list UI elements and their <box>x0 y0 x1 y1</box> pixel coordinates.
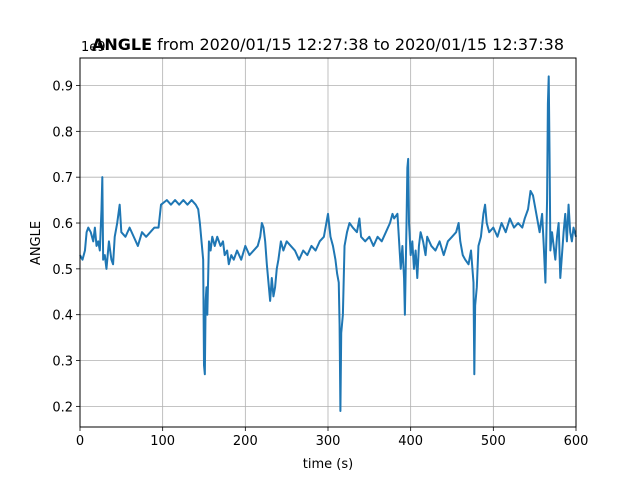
x-axis-title: time (s) <box>303 457 353 472</box>
y-axis-title: ANGLE <box>29 221 44 265</box>
chart-title: ANGLE from 2020/01/15 12:27:38 to 2020/0… <box>92 35 564 54</box>
y-tick-label: 0.4 <box>52 309 73 324</box>
y-tick-label: 0.2 <box>52 400 73 415</box>
x-tick-label: 0 <box>76 434 84 449</box>
y-tick-label: 0.7 <box>52 171 73 186</box>
series-line <box>79 75 577 412</box>
x-tick-label: 300 <box>316 434 341 449</box>
y-tick-label: 0.5 <box>52 263 73 278</box>
x-tick-label: 500 <box>481 434 506 449</box>
x-tick-label: 100 <box>150 434 175 449</box>
x-tick-label: 600 <box>564 434 589 449</box>
y-tick-label: 0.9 <box>52 80 73 95</box>
y-offset-label: 1e9 <box>81 40 106 55</box>
y-tick-label: 0.6 <box>52 217 73 232</box>
y-tick-label: 0.3 <box>52 355 73 370</box>
data-series <box>79 75 577 412</box>
x-tick-label: 400 <box>398 434 423 449</box>
x-tick-label: 200 <box>233 434 258 449</box>
y-tick-label: 0.8 <box>52 125 73 140</box>
title-bold-part: ANGLE <box>92 35 152 54</box>
title-rest-part: from 2020/01/15 12:27:38 to 2020/01/15 1… <box>152 35 564 54</box>
grid-lines <box>79 58 577 427</box>
axis-ticks: 0 100 200 300 400 500 600 0.2 0.3 0.4 0.5 0.6 0.7 0.8… <box>52 80 588 449</box>
